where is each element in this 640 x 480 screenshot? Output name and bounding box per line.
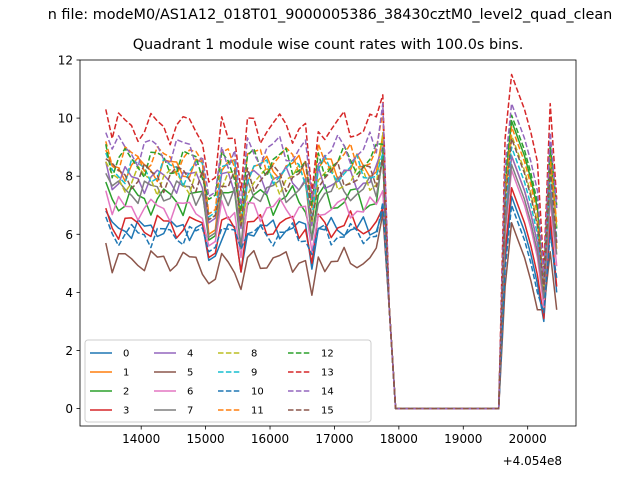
axes-border bbox=[79, 59, 577, 427]
axes-frame bbox=[79, 59, 577, 427]
legend-label-8: 8 bbox=[251, 349, 257, 360]
x-tick-label: 20000 bbox=[509, 432, 547, 446]
legend-label-13: 13 bbox=[321, 368, 334, 379]
x-tick-label: 15000 bbox=[187, 432, 225, 446]
series-line-10 bbox=[105, 201, 558, 410]
legend-label-11: 11 bbox=[251, 406, 264, 417]
series-line-13 bbox=[105, 73, 558, 410]
series-line-8 bbox=[105, 131, 558, 410]
plot-lines bbox=[105, 73, 558, 410]
y-tick-label: 6 bbox=[65, 228, 73, 242]
x-tick-label: 19000 bbox=[444, 432, 482, 446]
y-ticks: 0 2 4 6 8 10 12 bbox=[58, 54, 80, 416]
legend-box bbox=[84, 339, 372, 423]
y-tick-label: 12 bbox=[58, 54, 73, 68]
x-ticks: 14000 15000 16000 17000 18000 19000 20000 bbox=[122, 426, 547, 446]
chart-title: Quadrant 1 module wise count rates with … bbox=[133, 37, 524, 53]
series-line-15 bbox=[105, 137, 558, 410]
legend-label-1: 1 bbox=[123, 368, 129, 379]
x-tick-label: 18000 bbox=[380, 432, 418, 446]
legend-label-9: 9 bbox=[251, 368, 257, 379]
legend-label-2: 2 bbox=[123, 387, 129, 398]
legend-label-10: 10 bbox=[251, 387, 264, 398]
x-tick-label: 16000 bbox=[251, 432, 289, 446]
y-tick-label: 0 bbox=[65, 402, 73, 416]
legend-label-5: 5 bbox=[187, 368, 193, 379]
y-tick-label: 2 bbox=[65, 344, 73, 358]
x-tick-label: 17000 bbox=[315, 432, 353, 446]
y-tick-label: 4 bbox=[65, 286, 73, 300]
legend-label-12: 12 bbox=[321, 349, 334, 360]
legend-label-14: 14 bbox=[321, 387, 334, 398]
legend-label-4: 4 bbox=[187, 349, 193, 360]
legend-label-6: 6 bbox=[187, 387, 193, 398]
legend-label-3: 3 bbox=[123, 406, 129, 417]
x-offset-label: +4.054e8 bbox=[503, 454, 562, 468]
legend-label-7: 7 bbox=[187, 406, 193, 417]
legend-label-0: 0 bbox=[123, 349, 129, 360]
y-tick-label: 10 bbox=[58, 112, 73, 126]
chart-suptitle: n file: modeM0/AS1A12_018T01_9000005386_… bbox=[48, 7, 613, 23]
legend-label-15: 15 bbox=[321, 406, 334, 417]
y-tick-label: 8 bbox=[65, 170, 73, 184]
x-tick-label: 14000 bbox=[122, 432, 160, 446]
